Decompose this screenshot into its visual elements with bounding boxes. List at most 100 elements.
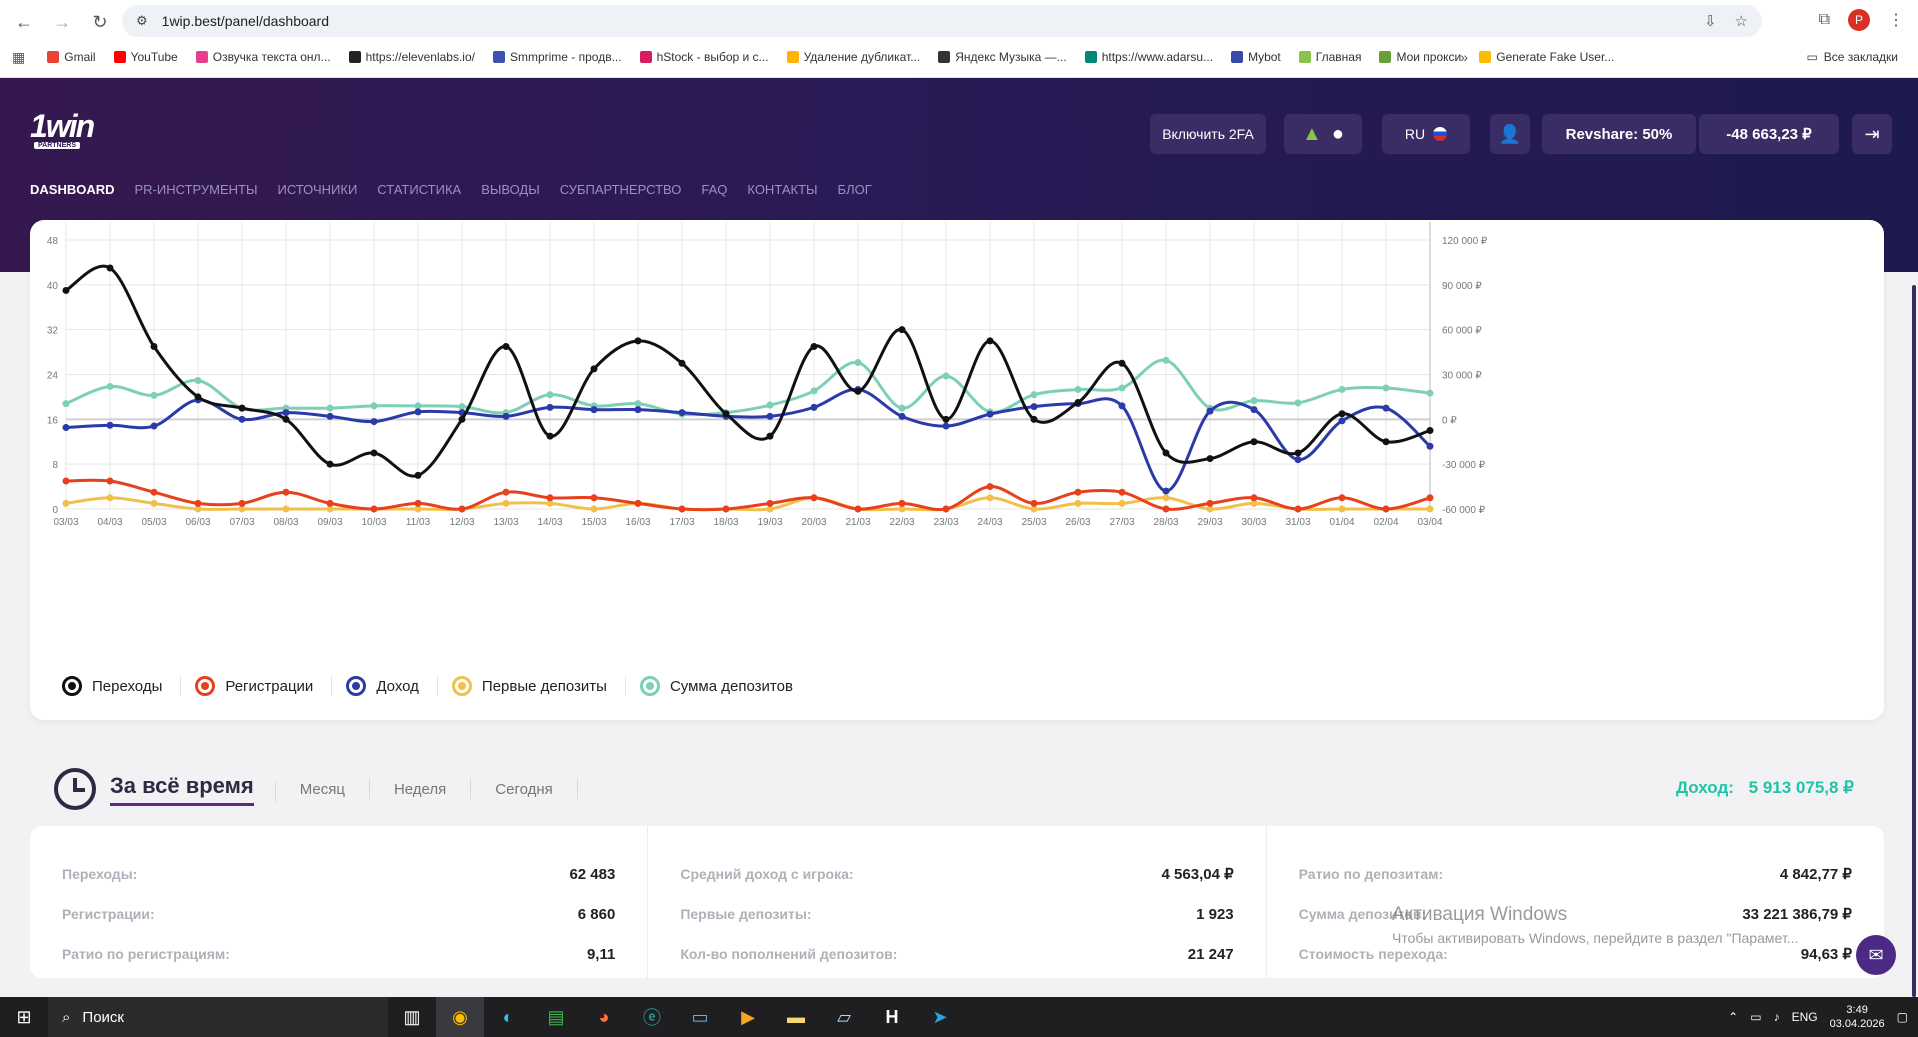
bookmark-item[interactable]: https://elevenlabs.io/ <box>348 50 475 64</box>
nav-item-5[interactable]: СУБПАРТНЕРСТВО <box>559 182 682 197</box>
notifications-icon[interactable]: ▢ <box>1896 1010 1908 1024</box>
taskbar-search[interactable]: ⌕ Поиск <box>48 997 388 1037</box>
profile-avatar[interactable]: P <box>1848 9 1870 31</box>
back-icon[interactable]: ← <box>15 11 33 32</box>
y-right-tick-label: -30 000 ₽ <box>1442 460 1486 471</box>
nav-item-2[interactable]: ИСТОЧНИКИ <box>277 182 358 197</box>
bookmark-item[interactable]: Generate Fake User... <box>1479 50 1614 64</box>
y-right-tick-label: 120 000 ₽ <box>1442 236 1488 247</box>
site-info-icon[interactable]: ⚙ <box>136 13 148 28</box>
language-button[interactable]: RU <box>1382 114 1470 154</box>
series-point <box>106 494 114 502</box>
legend-item[interactable]: Сумма депозитов <box>639 676 811 696</box>
nav-item-1[interactable]: PR-ИНСТРУМЕНТЫ <box>134 182 258 197</box>
legend-item[interactable]: Первые депозиты <box>451 676 626 696</box>
x-tick-label: 22/03 <box>889 517 914 528</box>
e-app-icon[interactable]: ⓔ <box>643 1008 661 1028</box>
bookmark-item[interactable]: YouTube <box>113 50 178 64</box>
bookmark-item[interactable]: Озвучка текста онл... <box>195 50 331 64</box>
telegram-app-icon[interactable]: ➤ <box>932 1006 948 1027</box>
computer-app-icon[interactable]: ▭ <box>691 1006 709 1027</box>
bookmark-item[interactable]: Mybot <box>1231 50 1281 64</box>
bookmark-star-icon[interactable]: ☆ <box>1734 13 1748 30</box>
series-point <box>106 421 114 429</box>
series-point <box>62 286 70 294</box>
hetzner-app-icon[interactable]: H <box>885 1006 899 1027</box>
period-tab-0[interactable]: За всё время <box>110 772 276 806</box>
firefox-app-icon[interactable]: ◕ <box>598 1006 610 1027</box>
nav-item-6[interactable]: FAQ <box>701 182 728 197</box>
bookmark-item[interactable]: https://www.adarsu... <box>1084 50 1213 64</box>
legend-item[interactable]: Переходы <box>62 676 182 696</box>
series-point <box>1074 499 1082 507</box>
series-point <box>590 505 598 513</box>
stat-value: 4 563,04 ₽ <box>1161 866 1234 883</box>
series-point <box>986 494 994 502</box>
network-icon[interactable]: ▭ <box>1750 1010 1762 1024</box>
series-point <box>1250 494 1258 502</box>
nav-item-4[interactable]: ВЫВОДЫ <box>481 182 540 197</box>
stats-card: Переходы: 62 483 Регистрации: 6 860 Ратио по… <box>30 826 1884 978</box>
media-player-icon[interactable]: ▶ <box>741 1006 755 1027</box>
series-point <box>150 488 158 496</box>
bookmark-item[interactable]: Удаление дубликат... <box>786 50 920 64</box>
x-tick-label: 01/04 <box>1329 517 1354 528</box>
keyboard-lang[interactable]: ENG <box>1791 1010 1818 1024</box>
x-tick-label: 04/03 <box>97 517 122 528</box>
series-point <box>1338 494 1346 502</box>
notepad-app-icon[interactable]: ▱ <box>837 1006 851 1027</box>
bookmarks-more-icon[interactable]: » <box>1460 49 1468 65</box>
chrome-app-icon[interactable]: ◉ <box>436 997 484 1037</box>
period-tab-3[interactable]: Сегодня <box>471 779 578 799</box>
bookmark-item[interactable]: Яндекс Музыка —... <box>938 50 1067 64</box>
menu-kebab-icon[interactable]: ⋮ <box>1888 12 1904 29</box>
logout-icon[interactable]: ⇥ <box>1852 114 1892 154</box>
reload-icon[interactable]: ↻ <box>92 11 108 32</box>
y-left-tick-label: 8 <box>52 460 58 471</box>
forward-icon[interactable]: → <box>53 11 71 32</box>
windows-start-icon[interactable]: ⊞ <box>16 1006 32 1027</box>
apps-grid-icon[interactable]: ▦ <box>12 48 26 65</box>
extensions-icon[interactable]: ⧉ <box>1818 11 1830 28</box>
tray-clock[interactable]: 3:49 03.04.2026 <box>1829 1004 1885 1030</box>
user-icon[interactable]: 👤 <box>1490 114 1530 154</box>
page-scrollbar[interactable] <box>1912 285 1916 997</box>
series-point <box>502 412 510 420</box>
bookmark-item[interactable]: Smmprime - продв... <box>492 50 622 64</box>
series-point <box>1030 391 1038 399</box>
nav-item-8[interactable]: БЛОГ <box>837 182 872 197</box>
series-point <box>414 471 422 479</box>
edge-app-icon[interactable]: ◐ <box>502 1006 514 1027</box>
task-view-icon[interactable]: ▥ <box>403 1006 421 1027</box>
period-tab-1[interactable]: Месяц <box>276 779 370 799</box>
file-explorer-icon[interactable]: ▬ <box>787 1006 805 1027</box>
bookmark-item[interactable]: Мои прокси <box>1379 50 1461 64</box>
bookmark-item[interactable]: hStock - выбор и с... <box>639 50 769 64</box>
period-tab-2[interactable]: Неделя <box>370 779 472 799</box>
series-point <box>1382 438 1390 446</box>
bookmark-item[interactable]: Главная <box>1298 50 1361 64</box>
apps-button[interactable]: ▲ ● <box>1284 114 1362 154</box>
tray-chevron-icon[interactable]: ⌃ <box>1728 1010 1739 1024</box>
address-bar[interactable]: ⚙ 1wip.best/panel/dashboard ⇩ ☆ <box>122 5 1762 37</box>
series-point <box>1338 417 1346 425</box>
enable-2fa-button[interactable]: Включить 2FA <box>1150 114 1266 154</box>
install-app-icon[interactable]: ⇩ <box>1703 13 1717 30</box>
all-bookmarks[interactable]: ▭ Все закладки <box>1806 50 1898 64</box>
volume-icon[interactable]: ♪ <box>1773 1010 1780 1024</box>
series-point <box>1162 505 1170 513</box>
legend-item[interactable]: Доход <box>346 676 438 696</box>
mail-icon[interactable]: ✉ <box>1856 935 1896 975</box>
series-point <box>1118 488 1126 496</box>
series-point <box>326 404 334 412</box>
x-tick-label: 12/03 <box>449 517 474 528</box>
bookmark-item[interactable]: Gmail <box>47 50 96 64</box>
legend-item[interactable]: Регистрации <box>195 676 333 696</box>
x-tick-label: 13/03 <box>493 517 518 528</box>
x-tick-label: 03/04 <box>1417 517 1442 528</box>
spreadsheet-app-icon[interactable]: ▤ <box>547 1006 565 1027</box>
logo[interactable]: 1win PARTNERS <box>30 108 95 149</box>
nav-item-3[interactable]: СТАТИСТИКА <box>377 182 462 197</box>
nav-item-7[interactable]: КОНТАКТЫ <box>747 182 818 197</box>
nav-item-0[interactable]: DASHBOARD <box>30 182 115 197</box>
